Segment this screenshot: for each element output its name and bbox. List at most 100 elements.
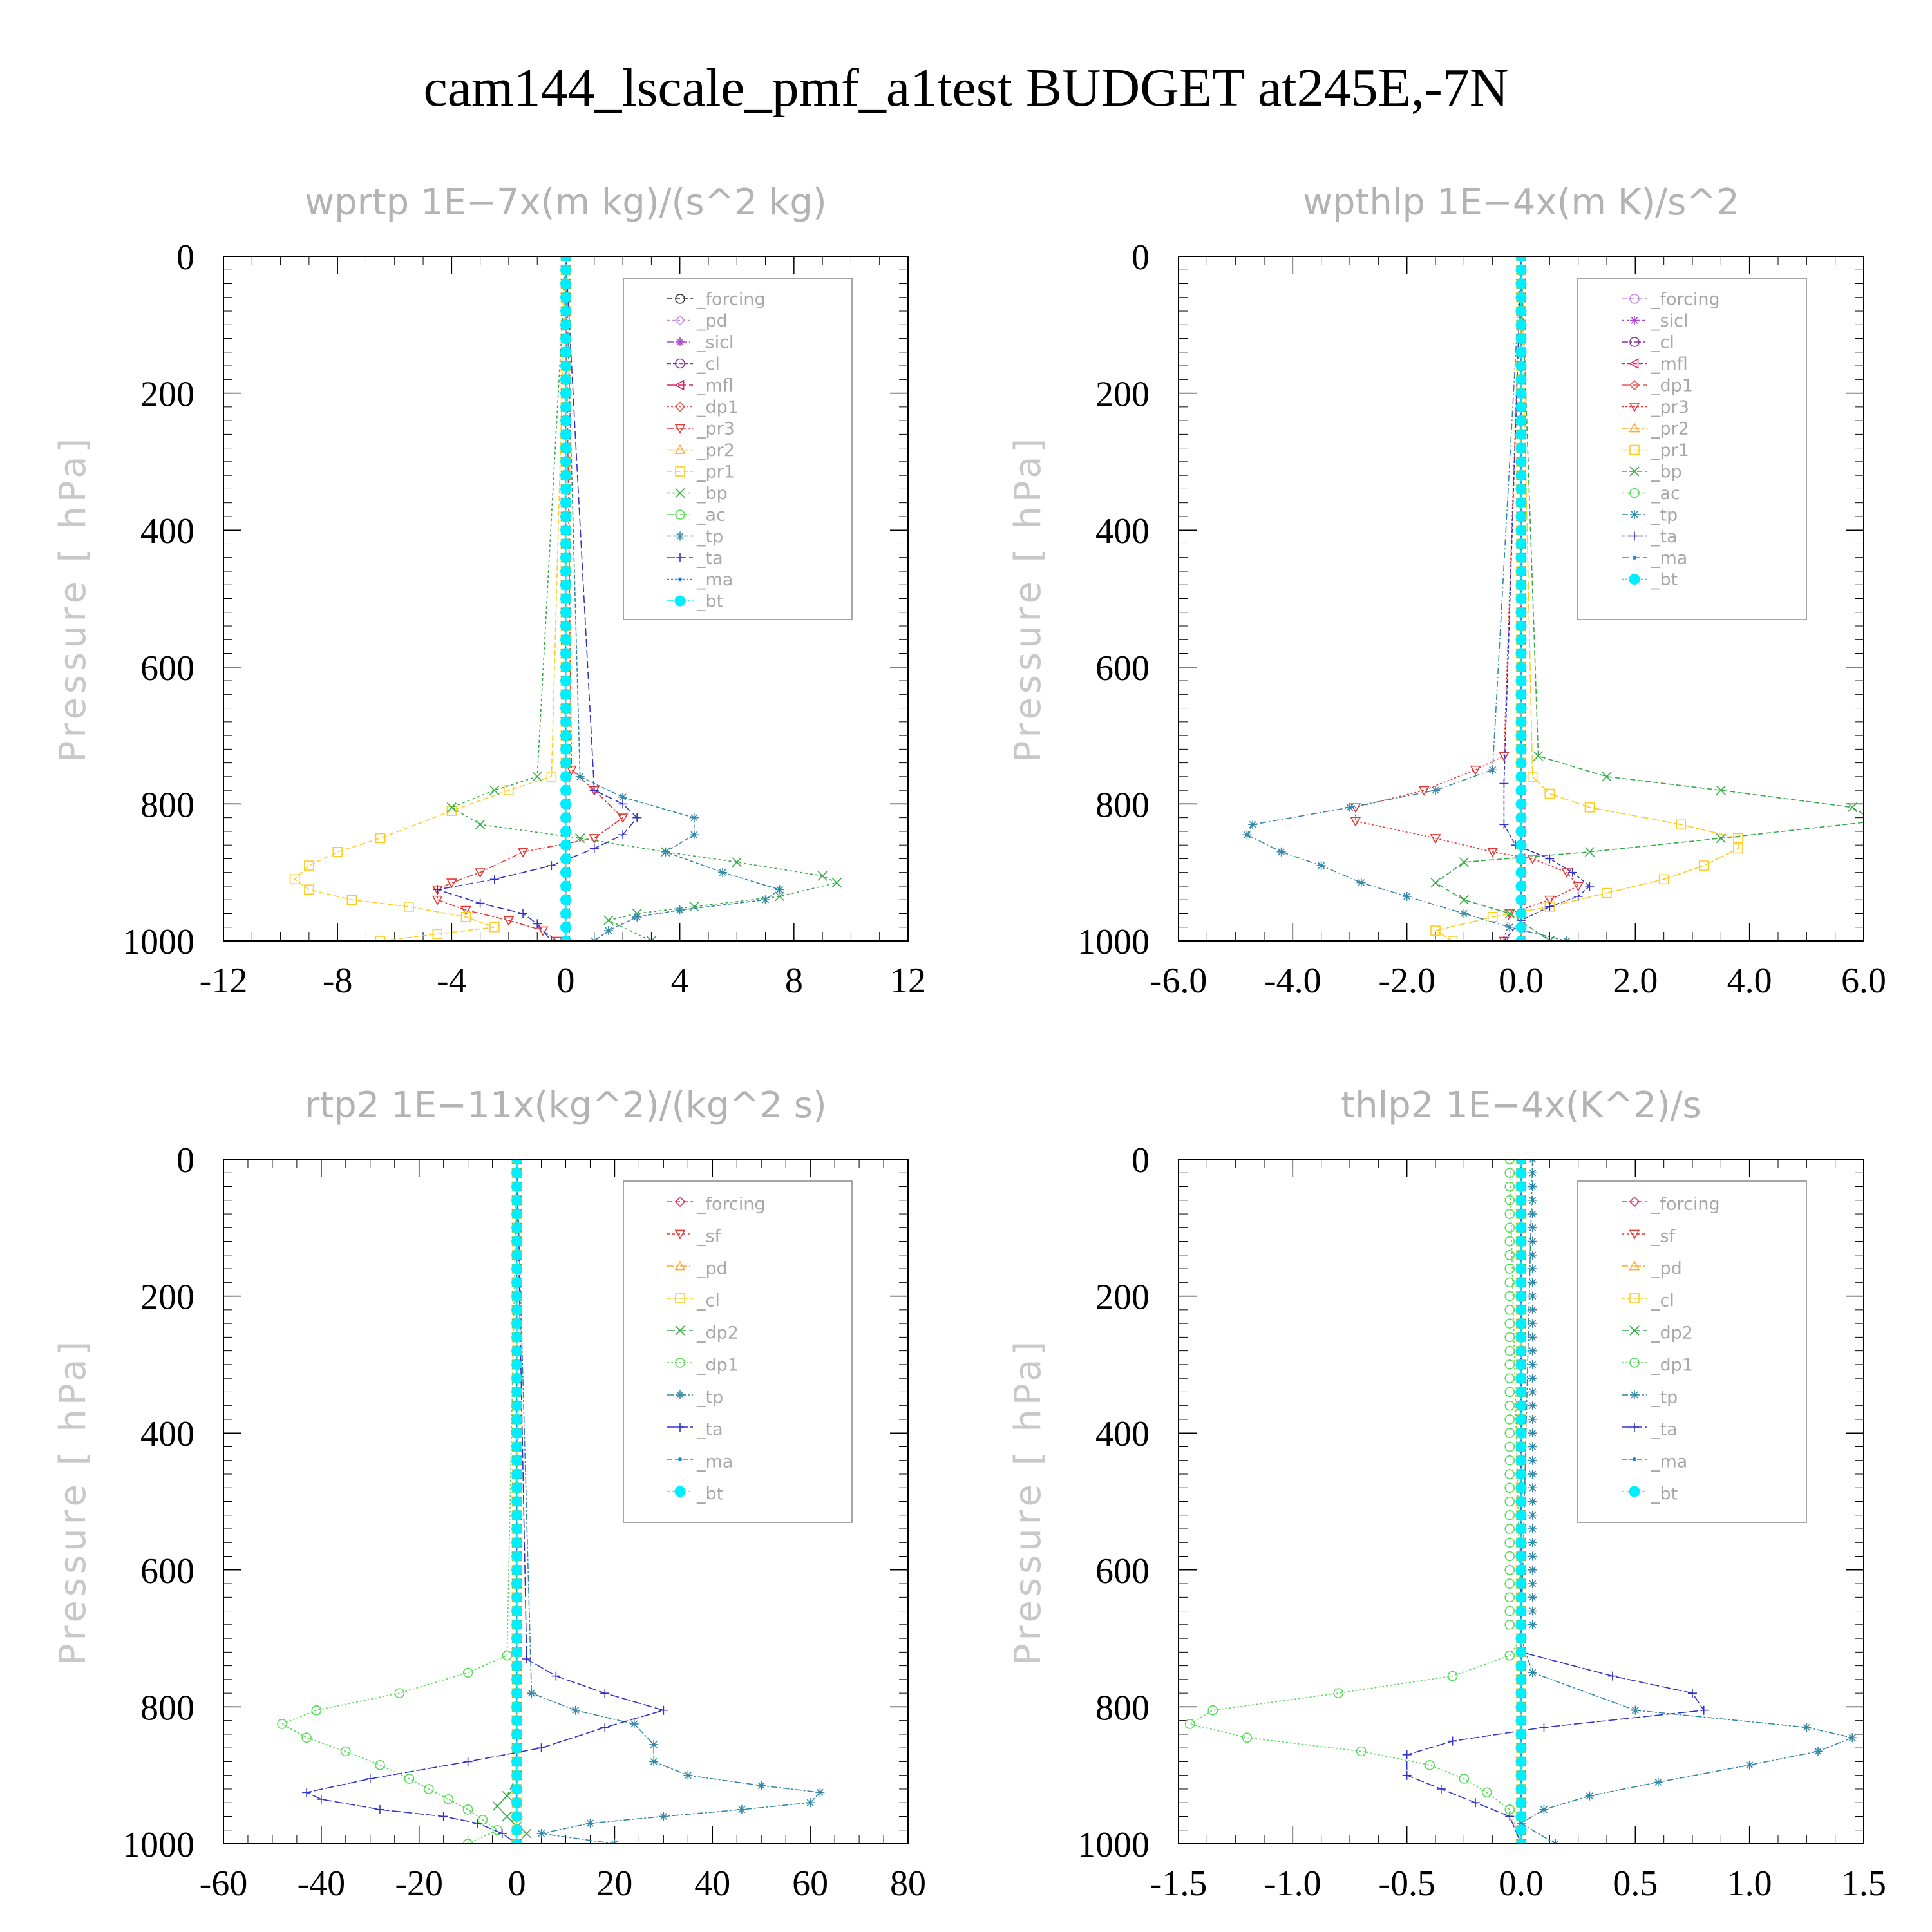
- data-point: [661, 847, 670, 857]
- data-point: [511, 1551, 523, 1562]
- data-point: [511, 1591, 523, 1603]
- data-point: [511, 1783, 523, 1795]
- data-point: [536, 1829, 546, 1839]
- panel-2: wpthlp 1E−4x(m K)/s^2 Pressure [ hPa] -6.0…: [1007, 182, 1886, 1001]
- data-point: [1431, 786, 1440, 795]
- data-point: [1515, 1386, 1527, 1397]
- x-tick-label: -8: [323, 961, 353, 1001]
- data-point: [1515, 552, 1527, 564]
- data-point: [1847, 802, 1857, 813]
- data-point: [1515, 1372, 1527, 1384]
- data-point: [1515, 278, 1527, 290]
- data-point: [589, 786, 599, 795]
- x-tick-label: 4.0: [1727, 961, 1772, 1001]
- data-point: [341, 1746, 351, 1757]
- data-point: [1356, 1746, 1367, 1757]
- data-point: [489, 922, 500, 933]
- data-point: [1487, 848, 1499, 858]
- data-point: [551, 936, 563, 941]
- data-point: [375, 1804, 384, 1814]
- legend-label: _dp1: [1651, 375, 1693, 395]
- data-point: [560, 703, 571, 714]
- data-point: [560, 374, 571, 385]
- series-line: [437, 256, 624, 941]
- data-point: [1504, 1620, 1515, 1630]
- data-point: [1504, 1345, 1515, 1356]
- data-point: [1504, 1159, 1515, 1164]
- legend-label: _forcing: [696, 289, 766, 309]
- data-point: [1515, 524, 1527, 536]
- data-point: [1515, 607, 1527, 618]
- data-point: [560, 292, 571, 303]
- y-tick-label: 200: [140, 375, 194, 415]
- y-tick-label: 200: [1095, 1278, 1150, 1318]
- plot-area: [1242, 256, 1864, 941]
- data-point: [1515, 360, 1527, 372]
- data-point: [511, 1824, 523, 1836]
- data-point: [527, 1689, 536, 1698]
- data-point: [1528, 1250, 1537, 1260]
- legend-label: _dp2: [1651, 1323, 1693, 1343]
- x-tick-label: 12: [890, 961, 926, 1001]
- data-point: [1584, 847, 1595, 857]
- data-point: [511, 1414, 523, 1425]
- data-point: [1515, 442, 1527, 454]
- series-bt: [560, 256, 571, 941]
- data-point: [502, 1791, 512, 1801]
- data-point: [489, 785, 500, 795]
- data-point: [1504, 1332, 1515, 1343]
- x-tick-label: -12: [200, 961, 248, 1001]
- data-point: [1515, 305, 1527, 317]
- data-point: [433, 885, 442, 895]
- legend-label: _ac: [1651, 484, 1680, 504]
- legend-marker: [674, 315, 686, 326]
- data-point: [560, 388, 571, 399]
- data-point: [431, 895, 443, 905]
- x-tick-label: -6.0: [1150, 961, 1208, 1001]
- y-tick-label: 1000: [1077, 1825, 1150, 1865]
- panel-title: wpthlp 1E−4x(m K)/s^2: [1303, 182, 1739, 223]
- x-tick-label: 2.0: [1613, 961, 1658, 1001]
- data-point: [1488, 765, 1497, 775]
- y-tick-label: 400: [1095, 1414, 1150, 1454]
- data-point: [316, 1794, 326, 1804]
- x-tick-label: -1.0: [1264, 1864, 1321, 1904]
- data-point: [1505, 1812, 1515, 1821]
- data-point: [301, 1732, 312, 1743]
- series-pr3: [1350, 256, 1584, 941]
- data-point: [775, 891, 785, 902]
- legend-marker: [1629, 1260, 1640, 1271]
- data-point: [1528, 1346, 1537, 1356]
- data-point: [1436, 1784, 1446, 1794]
- data-point: [560, 305, 571, 317]
- data-point: [1504, 1496, 1515, 1507]
- data-point: [1607, 1671, 1617, 1681]
- data-point: [511, 1578, 523, 1589]
- legend-marker: [1629, 1325, 1640, 1336]
- data-point: [1515, 1167, 1527, 1179]
- data-point: [560, 826, 571, 837]
- data-point: [560, 256, 571, 262]
- data-point: [1515, 1181, 1527, 1193]
- data-point: [649, 1739, 659, 1749]
- data-point: [1515, 1756, 1527, 1767]
- data-point: [1504, 1428, 1515, 1438]
- data-point: [1515, 1331, 1527, 1343]
- data-point: [589, 834, 600, 844]
- data-point: [547, 936, 556, 941]
- data-point: [1528, 1455, 1537, 1465]
- data-point: [511, 1276, 523, 1288]
- data-point: [1515, 1742, 1527, 1754]
- data-point: [1515, 1468, 1527, 1480]
- data-point: [1515, 1496, 1527, 1507]
- data-point: [1528, 1538, 1537, 1548]
- panel-1: wprtp 1E−7x(m kg)/(s^2 kg) Pressure [ hPa…: [52, 182, 926, 1001]
- data-point: [1515, 1674, 1527, 1685]
- data-point: [375, 936, 386, 941]
- series-pr1: [289, 256, 571, 941]
- data-point: [560, 538, 571, 549]
- data-point: [560, 333, 571, 345]
- data-point: [1515, 374, 1527, 385]
- data-point: [497, 1829, 507, 1839]
- series-line: [305, 1159, 666, 1844]
